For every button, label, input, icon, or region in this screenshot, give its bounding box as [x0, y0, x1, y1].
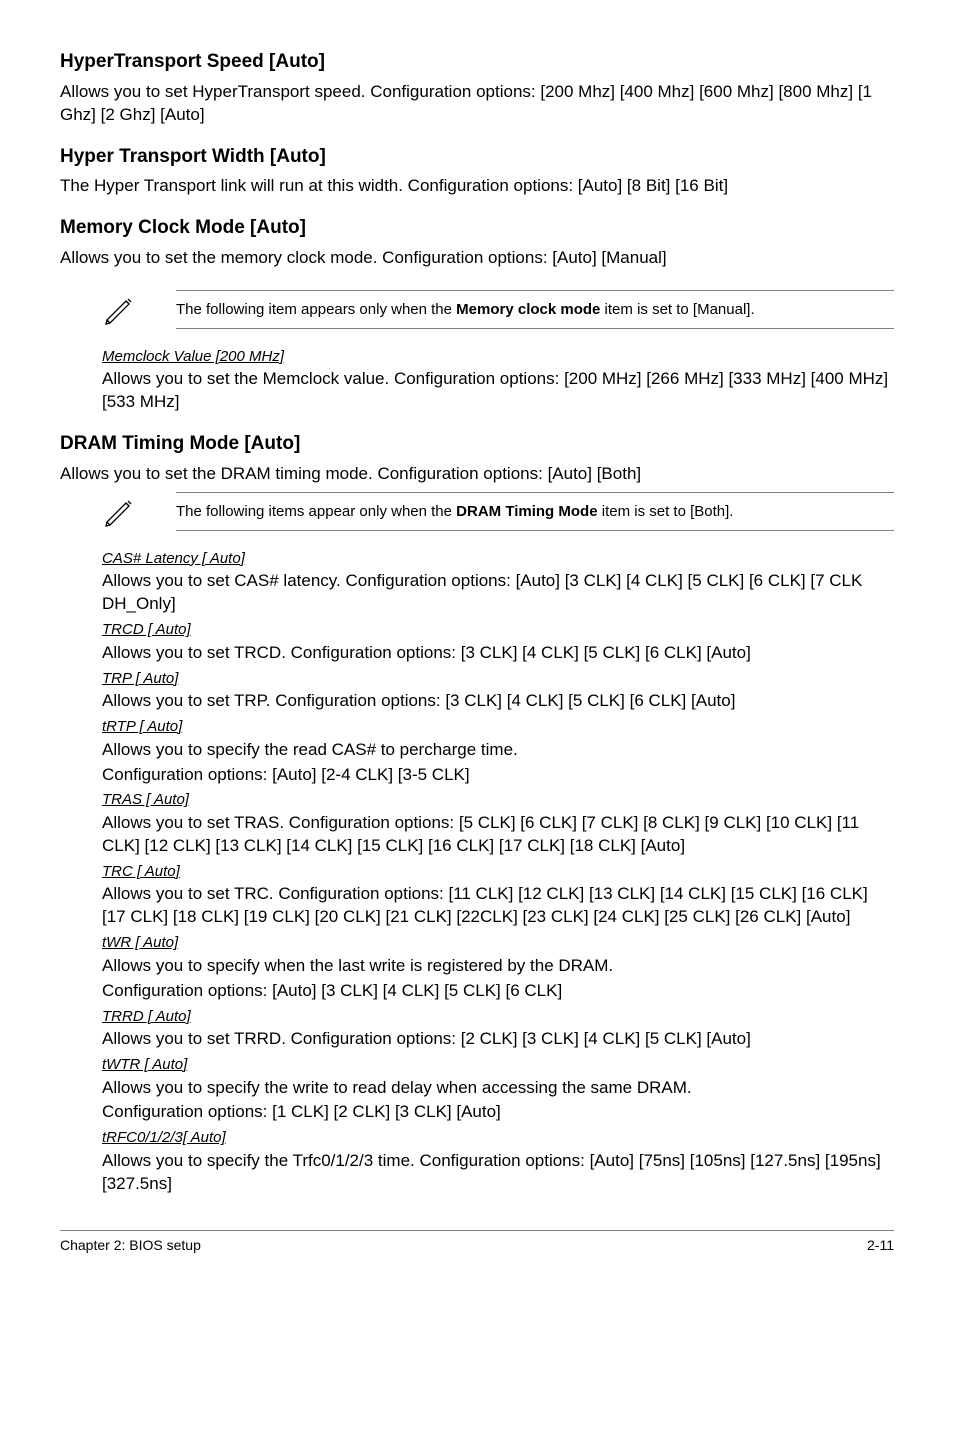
note-pre: The following items appear only when the [176, 503, 456, 520]
note-rule-bottom [176, 328, 894, 329]
note-text-memory-clock: The following item appears only when the… [176, 291, 894, 328]
note-content: The following items appear only when the… [176, 492, 894, 531]
section-body-dtm: Allows you to set the DRAM timing mode. … [60, 463, 894, 486]
section-title-hts: HyperTransport Speed [Auto] [60, 50, 894, 75]
trrd-body: Allows you to set TRRD. Configuration op… [102, 1028, 894, 1051]
footer-right: 2-11 [867, 1237, 894, 1253]
trtp-body1: Allows you to specify the read CAS# to p… [102, 739, 894, 762]
twtr-body2: Configuration options: [1 CLK] [2 CLK] [… [102, 1101, 894, 1124]
note-post: item is set to [Both]. [598, 503, 734, 520]
section-body-htw: The Hyper Transport link will run at thi… [60, 175, 894, 198]
note-bold: Memory clock mode [456, 301, 600, 318]
section-title-htw: Hyper Transport Width [Auto] [60, 145, 894, 170]
trp-heading: TRP [ Auto] [102, 669, 894, 689]
section-body-mcm: Allows you to set the memory clock mode.… [60, 247, 894, 270]
note-text-dram-timing: The following items appear only when the… [176, 493, 894, 530]
trp-body: Allows you to set TRP. Configuration opt… [102, 690, 894, 713]
trrd-heading: TRRD [ Auto] [102, 1007, 894, 1027]
twr-body2: Configuration options: [Auto] [3 CLK] [4… [102, 980, 894, 1003]
note-bold: DRAM Timing Mode [456, 503, 597, 520]
memclock-block: Memclock Value [200 MHz] Allows you to s… [60, 347, 894, 414]
memclock-heading: Memclock Value [200 MHz] [102, 347, 894, 367]
trc-body: Allows you to set TRC. Configuration opt… [102, 883, 894, 929]
twr-body1: Allows you to specify when the last writ… [102, 955, 894, 978]
memclock-body: Allows you to set the Memclock value. Co… [102, 368, 894, 414]
trcd-heading: TRCD [ Auto] [102, 620, 894, 640]
twtr-heading: tWTR [ Auto] [102, 1055, 894, 1075]
tras-heading: TRAS [ Auto] [102, 790, 894, 810]
trfc-heading: tRFC0/1/2/3[ Auto] [102, 1128, 894, 1148]
note-pre: The following item appears only when the [176, 301, 456, 318]
cas-body: Allows you to set CAS# latency. Configur… [102, 570, 894, 616]
note-post: item is set to [Manual]. [600, 301, 754, 318]
section-body-hts: Allows you to set HyperTransport speed. … [60, 81, 894, 127]
timings-block: CAS# Latency [ Auto] Allows you to set C… [60, 549, 894, 1196]
page-footer: Chapter 2: BIOS setup 2-11 [60, 1230, 894, 1253]
trcd-body: Allows you to set TRCD. Configuration op… [102, 642, 894, 665]
twr-heading: tWR [ Auto] [102, 933, 894, 953]
trtp-body2: Configuration options: [Auto] [2-4 CLK] … [102, 764, 894, 787]
cas-heading: CAS# Latency [ Auto] [102, 549, 894, 569]
note-block-dram-timing: The following items appear only when the… [60, 492, 894, 535]
note-rule-bottom [176, 530, 894, 531]
trfc-body: Allows you to specify the Trfc0/1/2/3 ti… [102, 1150, 894, 1196]
footer-left: Chapter 2: BIOS setup [60, 1237, 201, 1253]
pencil-icon [102, 494, 138, 535]
twtr-body1: Allows you to specify the write to read … [102, 1077, 894, 1100]
tras-body: Allows you to set TRAS. Configuration op… [102, 812, 894, 858]
note-block-memory-clock: The following item appears only when the… [60, 290, 894, 333]
note-content: The following item appears only when the… [176, 290, 894, 329]
section-title-dtm: DRAM Timing Mode [Auto] [60, 432, 894, 457]
trc-heading: TRC [ Auto] [102, 862, 894, 882]
pencil-icon [102, 292, 138, 333]
section-title-mcm: Memory Clock Mode [Auto] [60, 216, 894, 241]
page: HyperTransport Speed [Auto] Allows you t… [0, 0, 954, 1283]
trtp-heading: tRTP [ Auto] [102, 717, 894, 737]
